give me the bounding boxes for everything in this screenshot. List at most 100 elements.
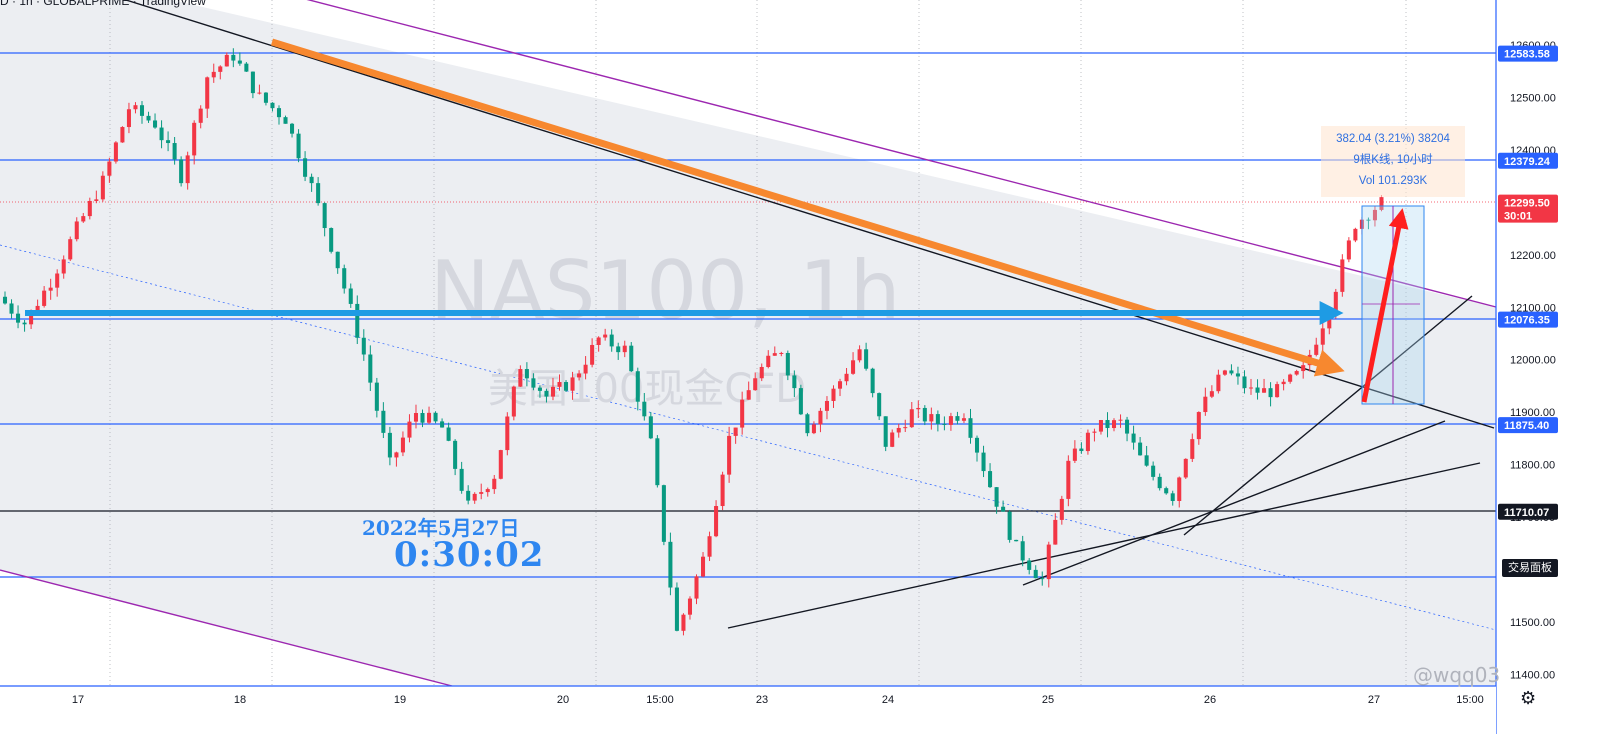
- candle: [1203, 387, 1208, 416]
- time-label-2: 19: [394, 694, 406, 706]
- candle: [283, 115, 288, 124]
- candle: [694, 574, 699, 605]
- candle: [746, 381, 751, 400]
- candle: [916, 400, 921, 419]
- candle: [537, 385, 542, 398]
- candle: [564, 380, 569, 392]
- price-label-4: 11875.40: [1498, 417, 1558, 434]
- candle: [244, 62, 249, 72]
- time-label-6: 24: [882, 694, 894, 706]
- candle: [785, 350, 790, 381]
- candle: [361, 329, 366, 361]
- time-label-10: 15:00: [1456, 694, 1484, 706]
- candle: [231, 48, 236, 68]
- candle: [309, 173, 314, 192]
- gear-icon[interactable]: ⚙: [1520, 688, 1537, 708]
- candle: [733, 427, 738, 444]
- candle: [263, 92, 268, 106]
- candle: [100, 171, 105, 202]
- measure-volume: Vol 101.293K: [1358, 175, 1428, 187]
- candle: [433, 411, 438, 424]
- candle: [824, 396, 829, 420]
- candle: [1098, 419, 1103, 435]
- candle: [557, 374, 562, 391]
- candle: [1353, 227, 1358, 243]
- price-tick-11: 11500.00: [1510, 617, 1555, 629]
- candle: [146, 111, 151, 123]
- candle: [1229, 364, 1234, 376]
- candle: [1131, 425, 1136, 450]
- candle: [1138, 436, 1143, 456]
- candle: [1092, 428, 1097, 442]
- candle: [1262, 378, 1267, 393]
- candle: [505, 412, 510, 456]
- candle: [133, 102, 138, 114]
- candle: [616, 342, 621, 360]
- time-label-9: 27: [1368, 694, 1380, 706]
- candle: [903, 419, 908, 433]
- channel-lower-line[interactable]: [0, 569, 453, 687]
- channel-upper-line[interactable]: [290, 0, 1497, 308]
- candle: [1235, 366, 1240, 385]
- candle: [35, 299, 40, 312]
- timestamp-annotation: 2022年5月27日 0:30:02: [362, 512, 544, 575]
- candle: [1053, 513, 1058, 545]
- candle: [394, 451, 399, 467]
- trendline-up-1[interactable]: [727, 462, 1481, 629]
- candle: [994, 487, 999, 514]
- candle: [1111, 418, 1117, 432]
- red-arrow[interactable]: [1361, 208, 1409, 403]
- time-axis[interactable]: [0, 686, 1496, 734]
- svg-text:12076.35: 12076.35: [1504, 315, 1550, 327]
- candle: [342, 264, 347, 294]
- candle: [427, 406, 432, 425]
- candle: [635, 367, 640, 411]
- candle: [948, 412, 953, 431]
- trendline-down[interactable]: [110, 0, 1495, 429]
- price-tick-5: 12100.00: [1510, 302, 1556, 314]
- time-label-1: 18: [234, 694, 246, 706]
- candle: [172, 136, 177, 165]
- candle: [1151, 461, 1156, 481]
- price-label-1: 12379.24: [1498, 152, 1558, 169]
- candle: [290, 122, 295, 138]
- candle: [1340, 254, 1345, 297]
- candle: [890, 429, 895, 448]
- svg-text:11710.07: 11710.07: [1504, 507, 1549, 519]
- svg-text:12583.58: 12583.58: [1504, 49, 1550, 61]
- measure-change: 382.04 (3.21%) 38204: [1336, 133, 1450, 145]
- horizontal-levels: [0, 52, 1496, 578]
- candle: [727, 426, 732, 483]
- candle: [753, 372, 758, 391]
- candle: [955, 411, 960, 425]
- candle: [9, 299, 14, 319]
- candle: [681, 613, 686, 636]
- candle: [818, 407, 823, 433]
- candle: [1014, 539, 1019, 542]
- candle: [1248, 378, 1254, 395]
- candle: [1190, 433, 1195, 462]
- time-label-8: 26: [1204, 694, 1216, 706]
- candle: [113, 141, 118, 164]
- candle: [909, 402, 914, 428]
- author-watermark: @wqq03: [1413, 663, 1501, 687]
- candle: [1346, 237, 1351, 263]
- candle: [877, 392, 882, 421]
- candle: [1288, 373, 1293, 384]
- candle: [720, 471, 725, 511]
- price-label-0: 12583.58: [1498, 45, 1558, 62]
- price-axis[interactable]: [1496, 0, 1604, 734]
- candle: [276, 105, 282, 125]
- candle: [472, 492, 477, 504]
- trendline-up-2[interactable]: [1022, 420, 1446, 586]
- trade-panel-button[interactable]: 交易面板: [1502, 559, 1558, 577]
- candle: [257, 84, 262, 95]
- candle: [400, 431, 405, 457]
- candle: [250, 71, 255, 99]
- candle: [596, 336, 601, 352]
- candle: [668, 532, 673, 596]
- candle: [446, 422, 451, 442]
- price-tick-1: 12500.00: [1510, 92, 1556, 104]
